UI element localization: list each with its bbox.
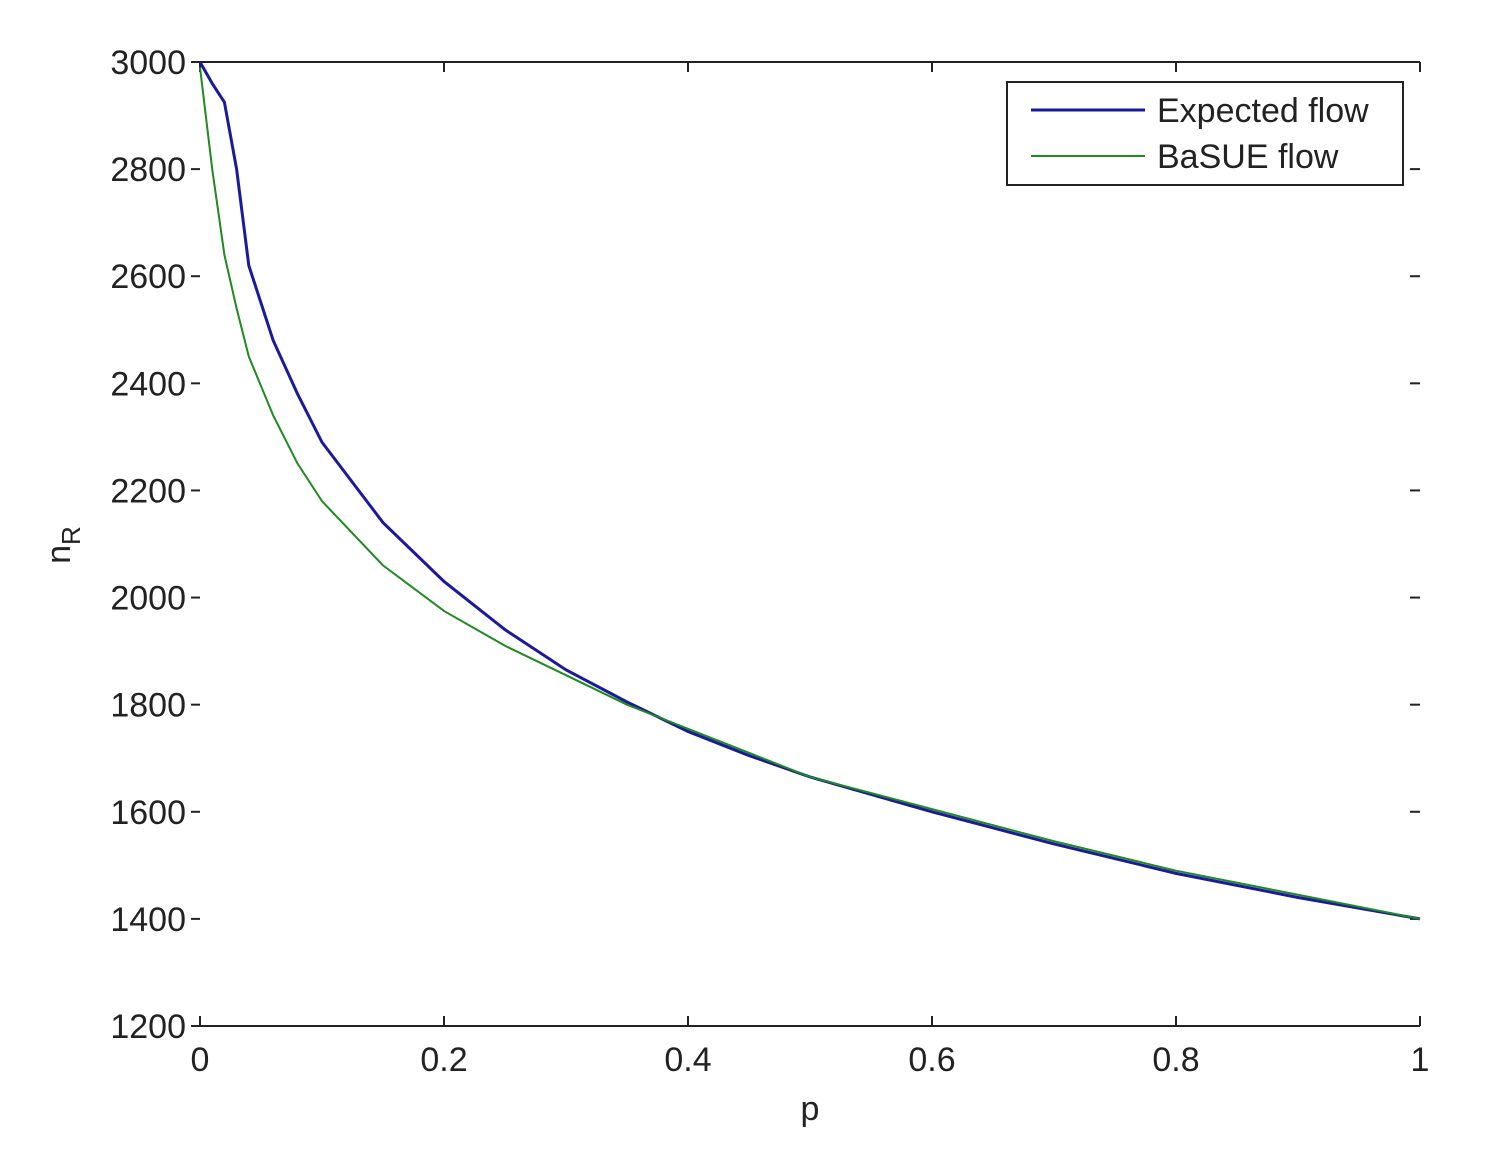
x-tick-label: 1 bbox=[1411, 1041, 1430, 1079]
y-tick-label: 1800 bbox=[110, 687, 186, 725]
y-tick-label: 1600 bbox=[110, 794, 186, 832]
y-tick-label: 2200 bbox=[110, 472, 186, 510]
y-tick-label: 2400 bbox=[110, 365, 186, 403]
y-tick-label: 1400 bbox=[110, 901, 186, 939]
x-tick-label: 0.6 bbox=[908, 1041, 955, 1079]
y-tick-label: 1200 bbox=[110, 1008, 186, 1046]
y-tick-label: 2800 bbox=[110, 151, 186, 189]
y-tick-label: 2600 bbox=[110, 258, 186, 296]
legend-label: Expected flow bbox=[1157, 92, 1369, 130]
x-tick-label: 0 bbox=[191, 1041, 210, 1079]
y-axis-label: nR bbox=[40, 526, 86, 564]
x-axis-label: p bbox=[801, 1090, 820, 1128]
x-tick-label: 0.8 bbox=[1152, 1041, 1199, 1079]
y-axis-label-base: n bbox=[40, 545, 78, 564]
legend-box bbox=[1006, 81, 1404, 186]
x-tick-label: 0.4 bbox=[664, 1041, 711, 1079]
x-tick-label: 0.2 bbox=[420, 1041, 467, 1079]
series-line bbox=[199, 67, 1421, 920]
legend-label: BaSUE flow bbox=[1157, 138, 1339, 176]
series-line bbox=[198, 61, 1421, 921]
y-tick-label: 3000 bbox=[110, 44, 186, 82]
y-tick-label: 2000 bbox=[110, 580, 186, 618]
y-axis-label-sub: R bbox=[56, 526, 86, 545]
